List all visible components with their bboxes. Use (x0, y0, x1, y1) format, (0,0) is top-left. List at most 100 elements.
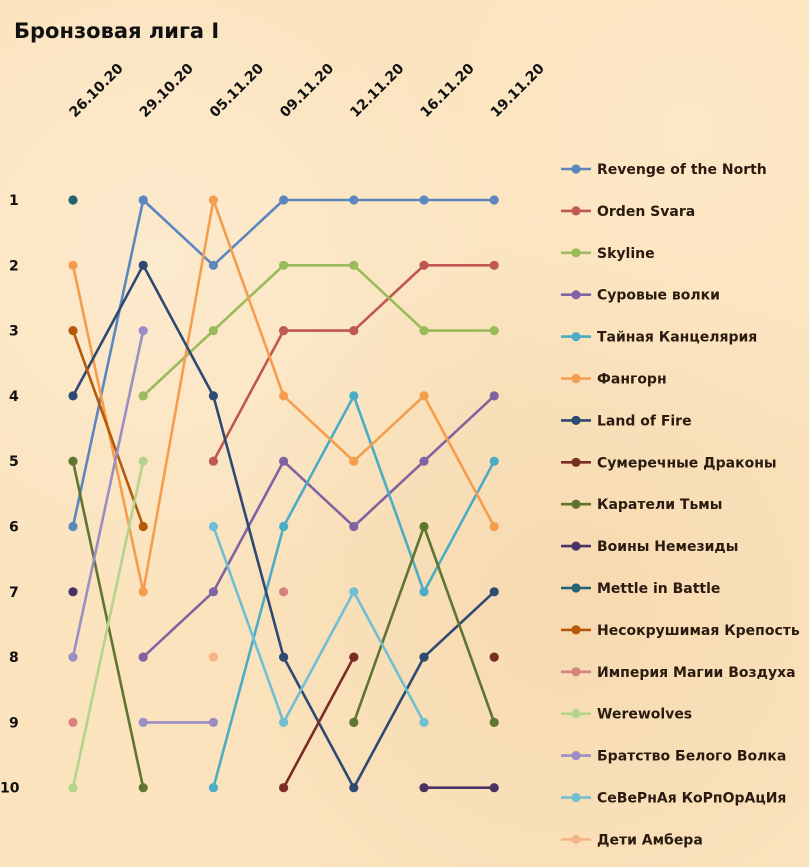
y-tick-label: 4 (9, 389, 19, 405)
data-point (419, 456, 429, 466)
data-point (419, 652, 429, 662)
data-point (208, 391, 218, 401)
y-tick-label: 8 (9, 650, 19, 666)
data-point (279, 652, 289, 662)
legend-label: Orden Svara (597, 204, 695, 220)
data-point (349, 717, 359, 728)
data-point (138, 521, 148, 532)
y-tick-label: 5 (9, 454, 19, 470)
x-tick-label: 19.11.20 (488, 60, 548, 120)
legend-item: Фангорн (561, 372, 667, 388)
legend-label: Несокрушимая Крепость (597, 623, 800, 639)
legend-label: Werewolves (597, 707, 692, 723)
legend-swatch-marker (571, 792, 581, 803)
series-line-series-7 (282, 655, 356, 790)
data-point (419, 260, 429, 270)
legend-swatch-marker (571, 457, 581, 467)
data-point (419, 391, 429, 401)
legend-label: Фангорн (597, 372, 667, 388)
y-tick-label: 2 (9, 258, 19, 274)
legend-swatch-marker (571, 373, 581, 384)
chart-title: Бронзовая лига I (14, 19, 219, 43)
x-tick-label: 09.11.20 (277, 60, 337, 120)
data-point (138, 326, 148, 336)
legend-swatch-marker (571, 332, 581, 342)
legend-item: Несокрушимая Крепость (561, 623, 800, 639)
y-axis-labels: 1 2 3 4 5 6 7 8 9 10 (0, 193, 20, 797)
data-point (489, 717, 499, 728)
data-point (349, 391, 359, 401)
y-tick-label: 1 (9, 193, 19, 209)
data-point (208, 260, 218, 270)
legend: Revenge of the North Orden Svara Skyline Су… (561, 162, 800, 848)
data-point (349, 326, 359, 336)
data-point (489, 456, 499, 466)
legend-swatch-marker (571, 499, 581, 509)
legend-label: Воины Немезиды (597, 539, 738, 555)
legend-item: Werewolves (561, 707, 692, 723)
data-point (419, 717, 429, 728)
x-tick-label: 05.11.20 (207, 60, 267, 120)
data-point (349, 783, 359, 793)
data-point (208, 521, 218, 532)
legend-item: Суровые волки (561, 288, 720, 304)
legend-swatch-marker (571, 164, 581, 174)
data-point (279, 717, 289, 728)
data-point (68, 521, 78, 532)
data-point (68, 783, 78, 793)
legend-item: СеВеРнАя КоРпОрАцИя (561, 791, 786, 807)
legend-swatch-marker (571, 541, 581, 551)
legend-label: Братство Белого Волка (597, 749, 786, 765)
legend-label: Суровые волки (597, 288, 720, 304)
data-point (138, 587, 148, 597)
legend-item: Тайная Канцелярия (561, 330, 757, 346)
data-point (68, 587, 78, 597)
data-point (208, 195, 218, 205)
data-point (349, 260, 359, 270)
series-line-skyline (141, 263, 496, 398)
legend-item: Land of Fire (561, 413, 692, 429)
legend-label: Империя Магии Воздуха (597, 665, 796, 681)
data-point (349, 587, 359, 597)
legend-item: Orden Svara (561, 204, 695, 220)
legend-label: Revenge of the North (597, 162, 767, 178)
data-point (279, 326, 289, 336)
data-point (208, 587, 218, 597)
legend-label: Land of Fire (597, 413, 692, 429)
legend-swatch-marker (571, 709, 581, 719)
legend-item: Mettle in Battle (561, 581, 720, 597)
y-tick-label: 3 (9, 324, 19, 340)
data-point (349, 652, 359, 662)
legend-label: Дети Амбера (597, 832, 703, 848)
legend-swatch-marker (571, 667, 581, 677)
legend-swatch-marker (571, 415, 581, 425)
series-lines (71, 198, 496, 790)
data-point (68, 456, 78, 466)
series-line-series-14 (71, 329, 145, 659)
data-point (489, 587, 499, 597)
data-point (279, 521, 289, 532)
data-point (138, 717, 148, 728)
series-line-series-8 (352, 525, 496, 724)
series-line-series-11 (71, 329, 145, 528)
legend-swatch-marker (571, 834, 581, 845)
x-tick-label: 16.11.20 (418, 60, 478, 120)
data-point (138, 391, 148, 401)
data-point (489, 521, 499, 532)
data-point (68, 326, 78, 336)
legend-item: Каратели Тьмы (561, 497, 722, 513)
data-point (489, 391, 499, 401)
legend-item: Skyline (561, 246, 655, 262)
data-point (68, 391, 78, 401)
legend-item: Дети Амбера (561, 832, 703, 848)
y-tick-label: 7 (9, 585, 19, 601)
data-point (279, 587, 289, 597)
data-point (419, 326, 429, 336)
data-point (138, 652, 148, 662)
data-point (208, 783, 218, 793)
legend-swatch-marker (571, 751, 581, 761)
data-point (138, 260, 148, 270)
legend-item: Воины Немезиды (561, 539, 738, 555)
data-point (68, 260, 78, 270)
